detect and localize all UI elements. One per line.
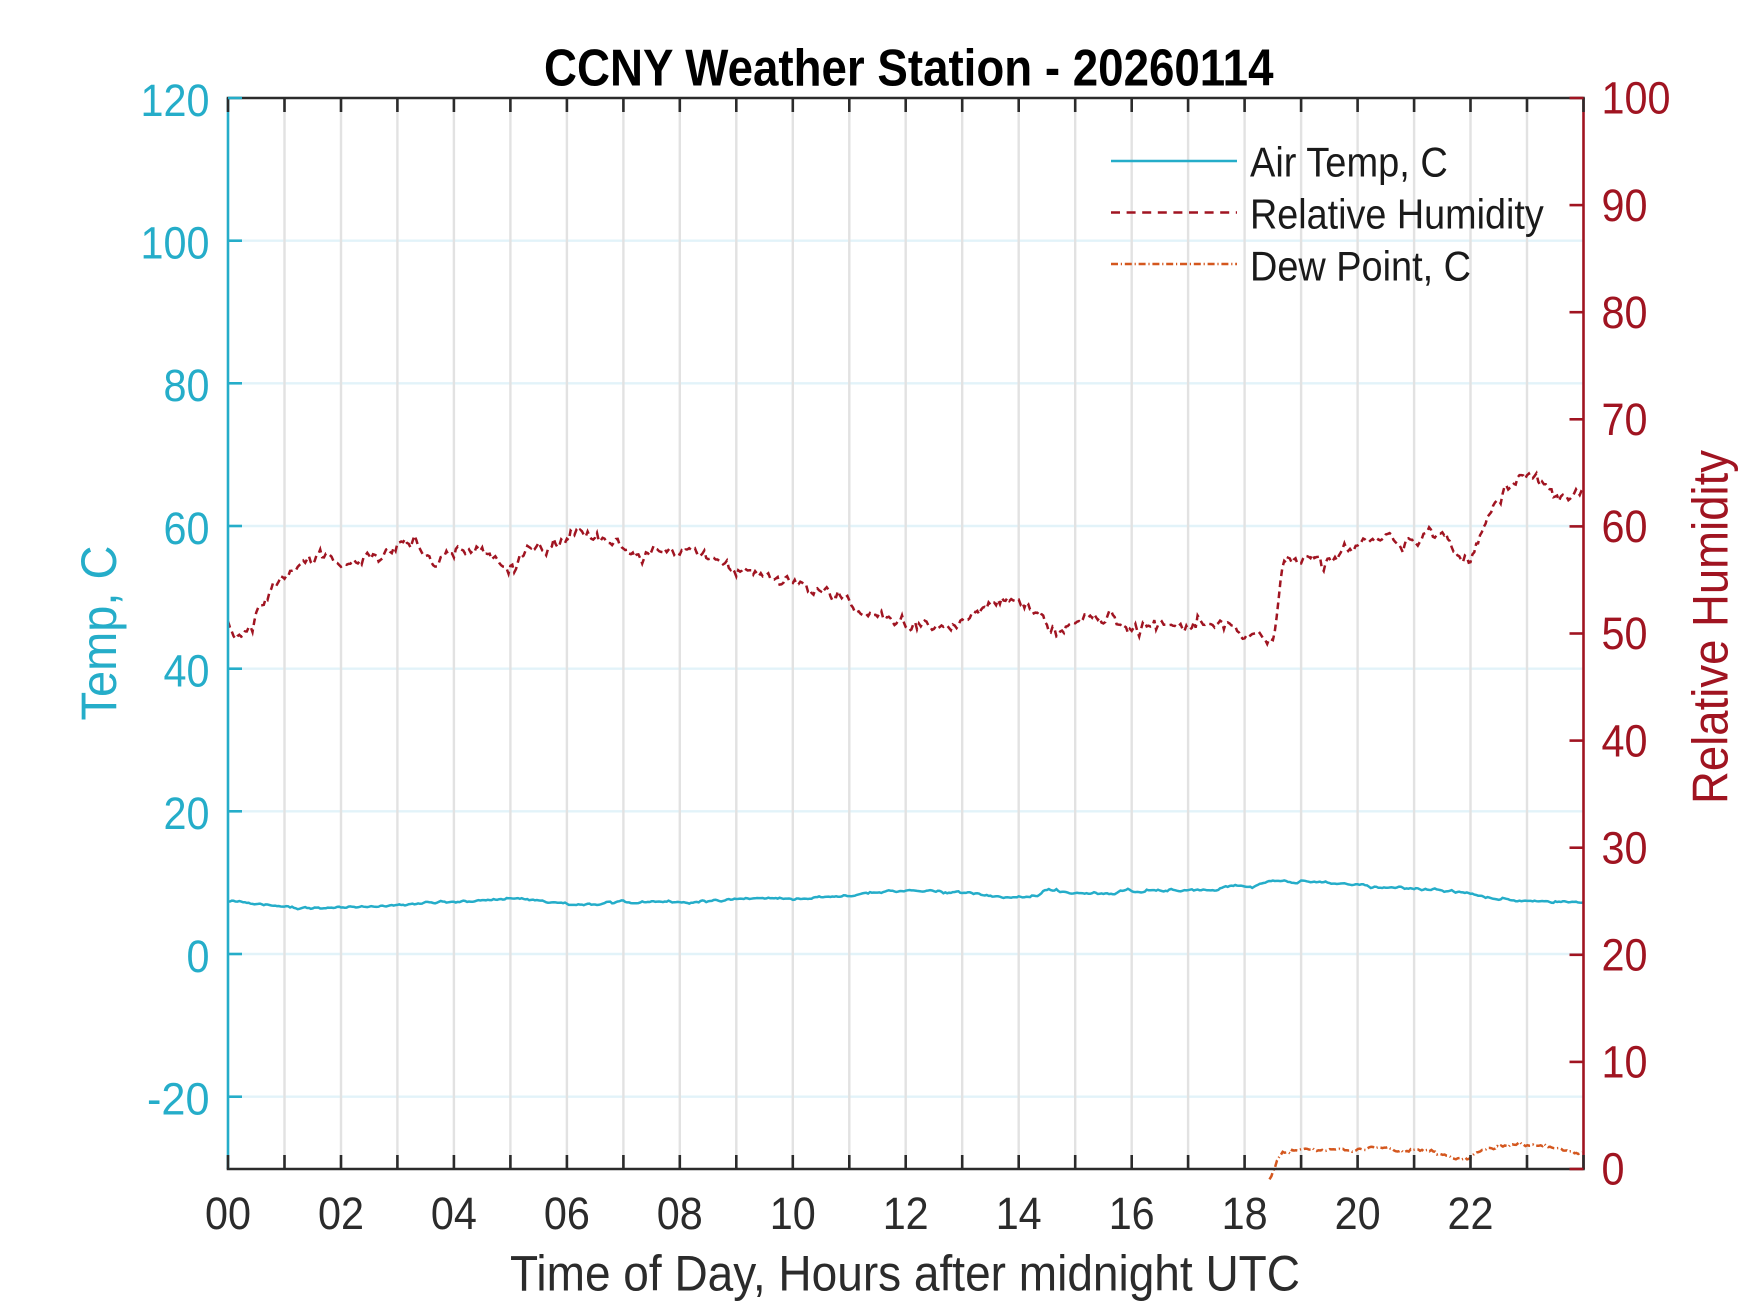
svg-text:60: 60: [164, 503, 210, 554]
svg-text:10: 10: [770, 1188, 816, 1239]
svg-text:02: 02: [318, 1188, 364, 1239]
svg-text:Dew Point, C: Dew Point, C: [1250, 242, 1471, 289]
svg-text:14: 14: [996, 1188, 1042, 1239]
svg-text:CCNY Weather Station - 2026011: CCNY Weather Station - 20260114: [544, 40, 1274, 98]
svg-text:20: 20: [1602, 930, 1648, 981]
svg-text:60: 60: [1602, 501, 1648, 552]
svg-text:120: 120: [141, 75, 210, 126]
svg-text:06: 06: [544, 1188, 590, 1239]
svg-text:04: 04: [431, 1188, 477, 1239]
svg-text:40: 40: [1602, 715, 1648, 766]
svg-text:16: 16: [1109, 1188, 1155, 1239]
svg-text:0: 0: [187, 931, 210, 982]
svg-text:80: 80: [164, 360, 210, 411]
svg-text:22: 22: [1448, 1188, 1494, 1239]
svg-text:18: 18: [1222, 1188, 1268, 1239]
svg-text:0: 0: [1602, 1144, 1625, 1195]
svg-text:-20: -20: [147, 1074, 210, 1125]
svg-text:100: 100: [141, 218, 210, 269]
svg-text:80: 80: [1602, 287, 1648, 338]
svg-text:20: 20: [164, 788, 210, 839]
svg-text:Relative Humidity: Relative Humidity: [1683, 450, 1739, 804]
svg-text:12: 12: [883, 1188, 929, 1239]
svg-text:40: 40: [164, 646, 210, 697]
svg-text:Relative Humidity: Relative Humidity: [1250, 191, 1544, 238]
svg-text:50: 50: [1602, 608, 1648, 659]
svg-text:08: 08: [657, 1188, 703, 1239]
svg-text:100: 100: [1602, 73, 1671, 124]
svg-text:90: 90: [1602, 180, 1648, 231]
svg-text:20: 20: [1335, 1188, 1381, 1239]
svg-text:70: 70: [1602, 394, 1648, 445]
svg-text:10: 10: [1602, 1037, 1648, 1088]
svg-text:Temp, C: Temp, C: [71, 546, 127, 721]
svg-text:Air Temp, C: Air Temp, C: [1250, 139, 1448, 186]
svg-text:30: 30: [1602, 822, 1648, 873]
svg-text:Time of Day, Hours after midni: Time of Day, Hours after midnight UTC: [510, 1245, 1300, 1302]
svg-text:00: 00: [205, 1188, 251, 1239]
